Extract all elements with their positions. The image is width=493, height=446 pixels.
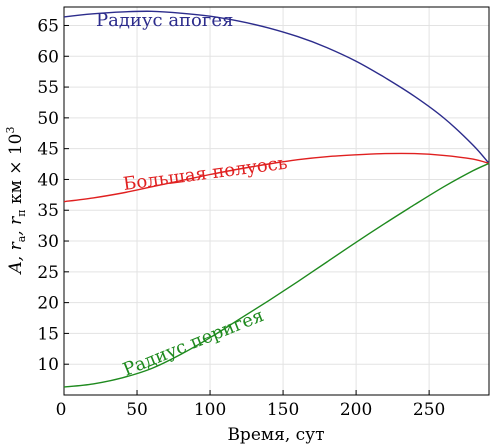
series-label-0: Радиус апогея xyxy=(96,10,233,31)
x-tick-label: 250 xyxy=(413,400,445,420)
x-tick-label: 100 xyxy=(194,400,226,420)
series-labels: Радиус апогея Большая полуось Радиус периг… xyxy=(96,10,289,381)
x-tick-label: 50 xyxy=(126,400,148,420)
series-line-0 xyxy=(63,10,490,164)
y-tick-label: 20 xyxy=(37,294,59,314)
series-line-2 xyxy=(63,162,490,388)
y-tick-label: 10 xyxy=(37,355,59,375)
y-axis-title: A, ra, rп км × 103 xyxy=(4,127,28,276)
y-tick-label: 40 xyxy=(37,170,59,190)
series-line-1 xyxy=(63,152,490,203)
y-tick-label: 35 xyxy=(37,201,59,221)
y-tick-label: 65 xyxy=(37,16,59,36)
grid xyxy=(64,7,489,395)
x-tick-label: 200 xyxy=(340,400,372,420)
y-tick-label: 15 xyxy=(37,324,59,344)
x-tick-label: 150 xyxy=(267,400,299,420)
y-tick-label: 30 xyxy=(37,232,59,252)
plot-frame xyxy=(63,6,490,396)
series-group xyxy=(63,10,490,388)
x-axis-title: Время, сут xyxy=(227,425,324,445)
y-tick-label: 45 xyxy=(37,140,59,160)
y-tick-label: 25 xyxy=(37,263,59,283)
series-label-2: Радиус перигея xyxy=(120,305,267,381)
y-tick-label: 50 xyxy=(37,109,59,129)
x-tick-label: 0 xyxy=(56,400,67,420)
series-label-1: Большая полуось xyxy=(122,153,289,195)
y-tick-label: 60 xyxy=(37,47,59,67)
ticks: 10 15 20 25 30 35 40 45 50 55 60 65 0 50 100 150 200 250 xyxy=(37,16,445,420)
y-tick-label: 55 xyxy=(37,78,59,98)
